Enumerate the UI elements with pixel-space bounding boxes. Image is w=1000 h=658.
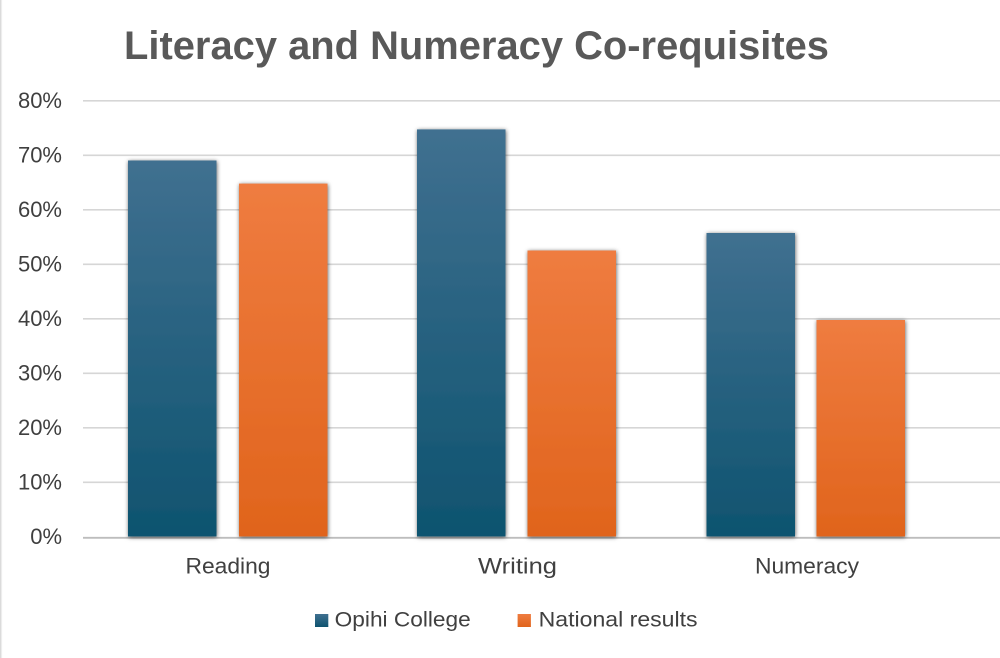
svg-text:30%: 30% — [18, 361, 62, 386]
svg-text:80%: 80% — [18, 88, 62, 113]
svg-text:50%: 50% — [18, 252, 62, 277]
svg-text:40%: 40% — [18, 306, 62, 331]
svg-text:0%: 0% — [30, 524, 62, 549]
svg-text:Writing: Writing — [478, 554, 557, 579]
svg-text:70%: 70% — [18, 143, 62, 168]
svg-text:10%: 10% — [18, 470, 62, 495]
svg-text:National results: National results — [539, 608, 698, 632]
svg-text:20%: 20% — [18, 415, 62, 440]
svg-text:Literacy and Numeracy Co-requi: Literacy and Numeracy Co-requisites — [124, 24, 829, 68]
svg-text:Reading: Reading — [186, 554, 271, 579]
svg-text:Numeracy: Numeracy — [755, 554, 859, 579]
svg-text:60%: 60% — [18, 197, 62, 222]
svg-text:Opihi College: Opihi College — [335, 608, 471, 632]
